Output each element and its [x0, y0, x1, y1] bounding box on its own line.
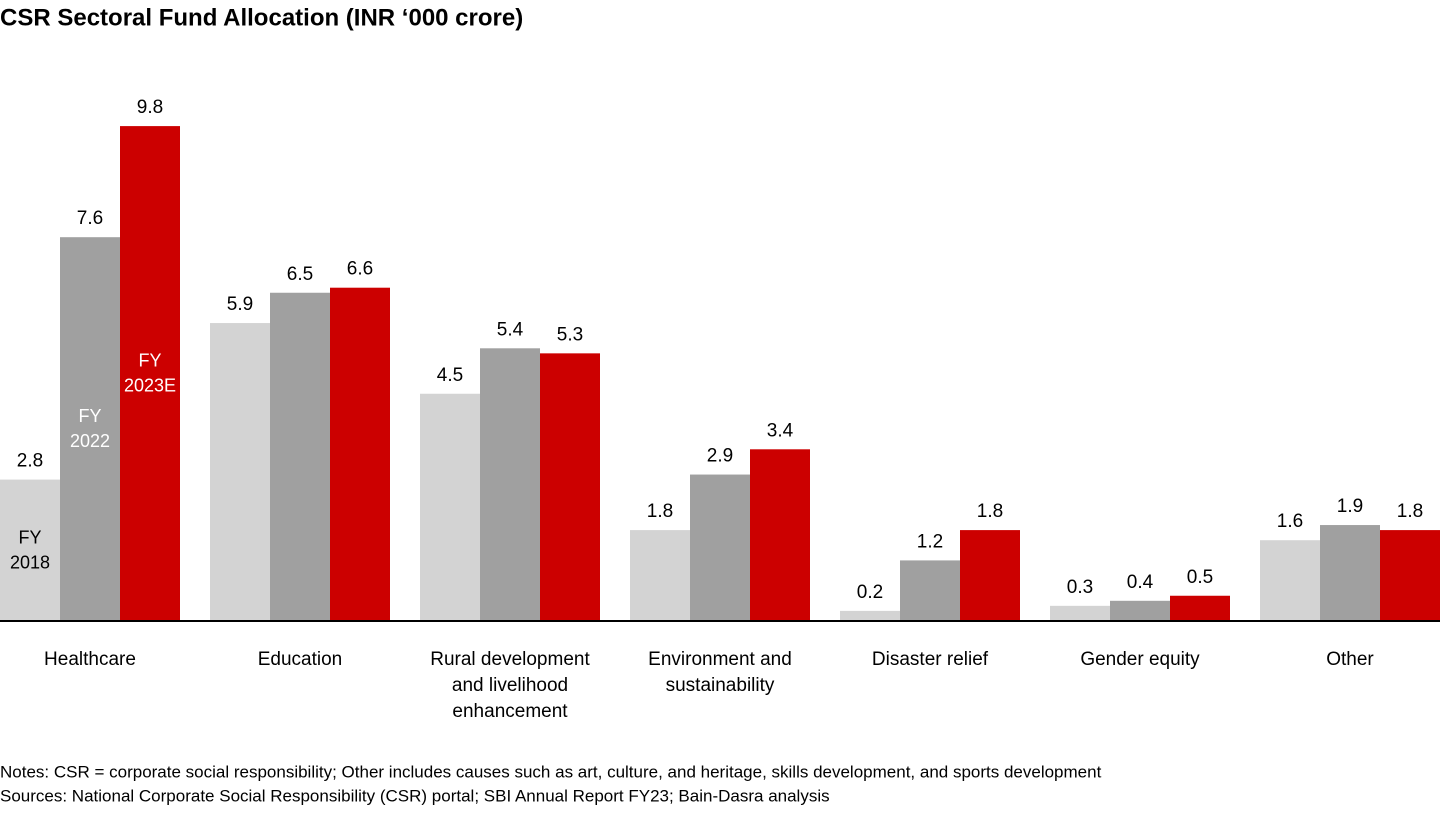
value-label: 1.8 — [1397, 501, 1423, 522]
bar — [1260, 540, 1320, 621]
legend-label: FY 2023E — [124, 350, 176, 395]
value-label: 6.6 — [347, 259, 373, 280]
value-label: 5.9 — [227, 294, 253, 315]
bar — [0, 479, 60, 621]
chart-title: CSR Sectoral Fund Allocation (INR ‘000 c… — [0, 4, 523, 31]
bar — [690, 474, 750, 621]
value-label: 1.8 — [647, 501, 673, 522]
bar — [270, 292, 330, 621]
value-label: 6.5 — [287, 264, 313, 285]
bar — [1110, 600, 1170, 621]
x-tick-label: Other — [1326, 649, 1374, 670]
bar — [60, 237, 120, 621]
value-label: 5.3 — [557, 324, 583, 345]
x-tick-label: Gender equity — [1080, 649, 1200, 670]
x-tick-label: Disaster relief — [872, 649, 989, 670]
bar — [900, 560, 960, 621]
bar — [1380, 530, 1440, 621]
bar — [330, 287, 390, 621]
value-label: 7.6 — [77, 208, 103, 229]
sources: Sources: National Corporate Social Respo… — [0, 786, 830, 805]
bar — [210, 323, 270, 621]
value-label: 2.9 — [707, 446, 733, 467]
value-label: 0.2 — [857, 582, 883, 603]
value-label: 4.5 — [437, 365, 463, 386]
legend-label: FY 2022 — [70, 406, 110, 451]
value-label: 0.3 — [1067, 577, 1093, 598]
value-label: 0.5 — [1187, 567, 1213, 588]
value-label: 1.6 — [1277, 511, 1303, 532]
value-label: 1.2 — [917, 531, 943, 552]
value-label: 9.8 — [137, 97, 163, 118]
value-label: 1.9 — [1337, 496, 1363, 517]
bar — [1050, 605, 1110, 621]
value-label: 2.8 — [17, 451, 43, 472]
value-label: 3.4 — [767, 420, 794, 441]
bar — [120, 126, 180, 621]
legend-label: FY 2018 — [10, 527, 50, 572]
x-tick-label: Healthcare — [44, 649, 136, 670]
bar — [750, 449, 810, 621]
bar — [1320, 525, 1380, 621]
notes: Notes: CSR = corporate social responsibi… — [0, 762, 1102, 781]
bar — [420, 393, 480, 621]
bar — [630, 530, 690, 621]
bar — [540, 353, 600, 621]
value-label: 0.4 — [1127, 572, 1154, 593]
bar — [960, 530, 1020, 621]
x-tick-label: Education — [258, 649, 343, 670]
bar — [480, 348, 540, 621]
bar — [840, 610, 900, 621]
x-tick-label: Rural development and livelihood enhanceme… — [430, 649, 590, 722]
x-tick-label: Environment and sustainability — [648, 649, 792, 696]
value-label: 5.4 — [497, 319, 524, 340]
value-label: 1.8 — [977, 501, 1003, 522]
bar — [1170, 595, 1230, 621]
